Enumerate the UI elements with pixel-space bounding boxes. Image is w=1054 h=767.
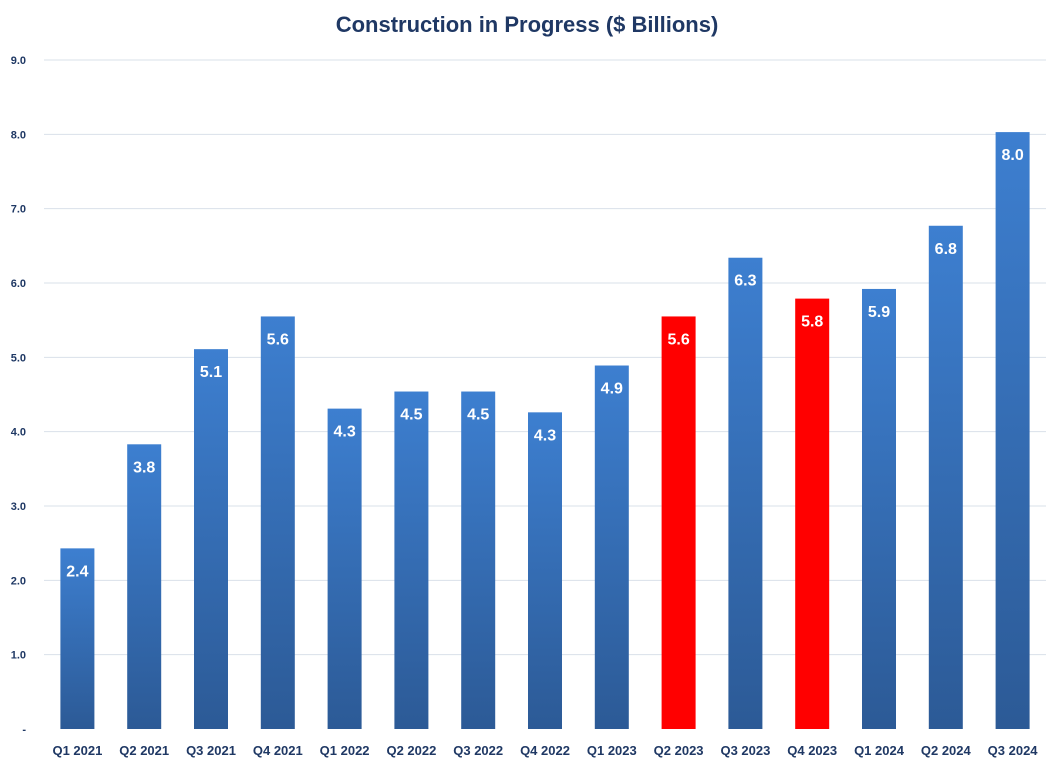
bar-q4-2023 [795, 298, 830, 729]
data-label: 4.5 [467, 407, 489, 424]
y-tick-label: - [22, 724, 26, 736]
data-label: 5.1 [200, 364, 222, 381]
data-label: 5.8 [801, 314, 823, 331]
y-tick-label: 3.0 [11, 501, 26, 513]
x-tick-label: Q2 2024 [921, 743, 972, 758]
x-tick-label: Q3 2021 [186, 743, 236, 758]
data-label: 3.8 [133, 459, 155, 476]
x-tick-label: Q1 2021 [52, 743, 102, 758]
data-label: 8.0 [1001, 147, 1023, 164]
x-tick-label: Q3 2023 [720, 743, 770, 758]
bar-q3-2022 [461, 391, 496, 729]
y-tick-label: 7.0 [11, 204, 26, 216]
bar-q3-2024 [995, 132, 1030, 729]
data-label: 4.3 [333, 424, 355, 441]
bar-q1-2023 [594, 365, 629, 729]
y-tick-label: 4.0 [11, 427, 26, 439]
x-tick-label: Q4 2022 [520, 743, 570, 758]
bar-q2-2022 [394, 391, 429, 729]
bar-q2-2021 [127, 444, 162, 729]
x-tick-label: Q4 2023 [787, 743, 837, 758]
bar-q1-2022 [327, 408, 362, 729]
y-tick-label: 2.0 [11, 575, 26, 587]
y-axis-ticks: - 1.0 2.0 3.0 4.0 5.0 6.0 7.0 8.0 9.0 [11, 55, 27, 736]
bar-q3-2023 [728, 257, 763, 729]
bar-q1-2024 [862, 288, 896, 729]
x-tick-label: Q1 2022 [320, 743, 370, 758]
x-axis-ticks: Q1 2021 Q2 2021 Q3 2021 Q4 2021 Q1 2022 Q2 20… [52, 743, 1038, 758]
bar-q3-2021 [194, 349, 228, 729]
bar-q2-2023 [661, 316, 696, 729]
y-tick-label: 6.0 [11, 278, 26, 290]
data-label: 5.9 [868, 304, 890, 321]
bar-q2-2024 [928, 225, 963, 729]
y-tick-label: 8.0 [11, 129, 26, 141]
bars [60, 132, 1030, 729]
x-tick-label: Q3 2024 [988, 743, 1039, 758]
y-tick-label: 1.0 [11, 650, 26, 662]
data-label: 6.8 [935, 241, 957, 258]
data-label: 4.9 [601, 381, 623, 398]
data-label: 5.6 [267, 331, 289, 348]
x-tick-label: Q2 2021 [119, 743, 169, 758]
bar-q4-2021 [260, 316, 295, 729]
y-tick-label: 9.0 [11, 55, 26, 67]
data-label: 4.5 [400, 407, 422, 424]
y-tick-label: 5.0 [11, 352, 26, 364]
data-labels: 2.4 3.8 5.1 5.6 4.3 4.5 4.5 4.3 4.9 5.6 6.3 5.8 5.9 6… [66, 147, 1024, 580]
data-label: 4.3 [534, 427, 556, 444]
x-tick-label: Q2 2022 [386, 743, 436, 758]
data-label: 2.4 [66, 563, 88, 580]
x-tick-label: Q1 2023 [587, 743, 637, 758]
x-tick-label: Q1 2024 [854, 743, 905, 758]
bar-q1-2021 [60, 548, 95, 729]
x-tick-label: Q2 2023 [654, 743, 704, 758]
x-tick-label: Q4 2021 [253, 743, 303, 758]
chart-title: Construction in Progress ($ Billions) [335, 12, 719, 37]
bar-q4-2022 [528, 412, 562, 729]
data-label: 6.3 [734, 273, 756, 290]
x-tick-label: Q3 2022 [453, 743, 503, 758]
data-label: 5.6 [667, 331, 689, 348]
